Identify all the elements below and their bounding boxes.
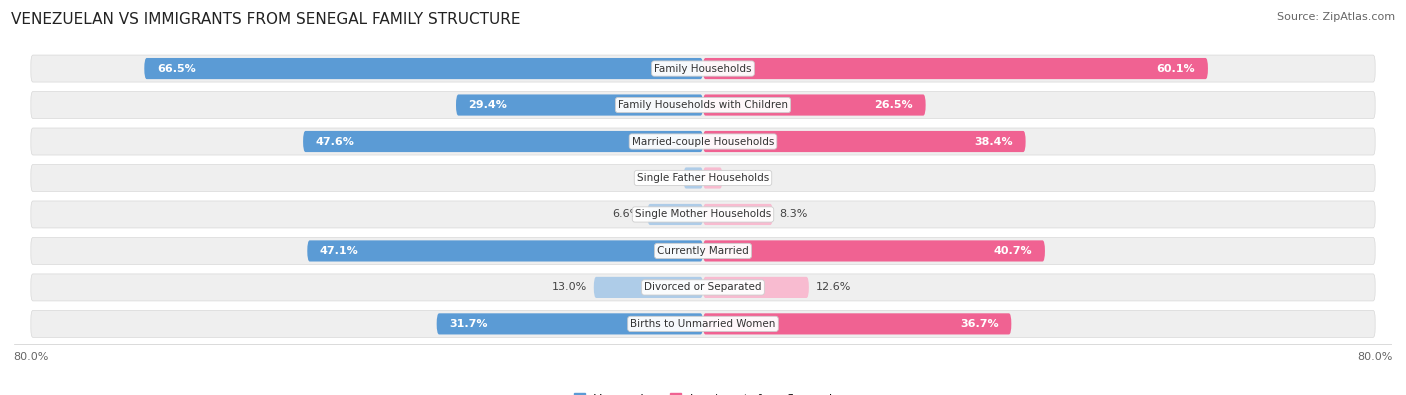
FancyBboxPatch shape (31, 310, 1375, 337)
FancyBboxPatch shape (703, 58, 1208, 79)
Text: 38.4%: 38.4% (974, 137, 1012, 147)
FancyBboxPatch shape (703, 167, 723, 188)
FancyBboxPatch shape (648, 204, 703, 225)
Text: Married-couple Households: Married-couple Households (631, 137, 775, 147)
FancyBboxPatch shape (703, 241, 1045, 261)
FancyBboxPatch shape (437, 313, 703, 335)
Text: 26.5%: 26.5% (875, 100, 912, 110)
Text: 13.0%: 13.0% (551, 282, 588, 292)
FancyBboxPatch shape (683, 167, 703, 188)
Text: 47.6%: 47.6% (316, 137, 354, 147)
Text: 12.6%: 12.6% (815, 282, 851, 292)
Text: 36.7%: 36.7% (960, 319, 998, 329)
FancyBboxPatch shape (31, 237, 1375, 264)
FancyBboxPatch shape (304, 131, 703, 152)
Text: 29.4%: 29.4% (468, 100, 508, 110)
Text: Currently Married: Currently Married (657, 246, 749, 256)
Text: 31.7%: 31.7% (450, 319, 488, 329)
Text: Births to Unmarried Women: Births to Unmarried Women (630, 319, 776, 329)
FancyBboxPatch shape (31, 92, 1375, 118)
FancyBboxPatch shape (31, 128, 1375, 155)
FancyBboxPatch shape (703, 204, 773, 225)
Text: Family Households: Family Households (654, 64, 752, 73)
Text: Divorced or Separated: Divorced or Separated (644, 282, 762, 292)
Text: VENEZUELAN VS IMMIGRANTS FROM SENEGAL FAMILY STRUCTURE: VENEZUELAN VS IMMIGRANTS FROM SENEGAL FA… (11, 12, 520, 27)
FancyBboxPatch shape (456, 94, 703, 116)
Text: Single Mother Households: Single Mother Households (636, 209, 770, 220)
FancyBboxPatch shape (145, 58, 703, 79)
Text: 2.3%: 2.3% (648, 173, 676, 183)
Text: 66.5%: 66.5% (157, 64, 195, 73)
FancyBboxPatch shape (31, 201, 1375, 228)
Text: 60.1%: 60.1% (1157, 64, 1195, 73)
FancyBboxPatch shape (31, 274, 1375, 301)
FancyBboxPatch shape (703, 277, 808, 298)
FancyBboxPatch shape (31, 55, 1375, 82)
Text: 8.3%: 8.3% (779, 209, 808, 220)
Text: Source: ZipAtlas.com: Source: ZipAtlas.com (1277, 12, 1395, 22)
Text: 6.6%: 6.6% (613, 209, 641, 220)
Text: 47.1%: 47.1% (321, 246, 359, 256)
FancyBboxPatch shape (593, 277, 703, 298)
Text: Family Households with Children: Family Households with Children (619, 100, 787, 110)
Text: 40.7%: 40.7% (994, 246, 1032, 256)
Text: Single Father Households: Single Father Households (637, 173, 769, 183)
Text: 2.3%: 2.3% (730, 173, 758, 183)
FancyBboxPatch shape (703, 313, 1011, 335)
Legend: Venezuelan, Immigrants from Senegal: Venezuelan, Immigrants from Senegal (569, 389, 837, 395)
FancyBboxPatch shape (31, 164, 1375, 192)
FancyBboxPatch shape (703, 131, 1025, 152)
FancyBboxPatch shape (308, 241, 703, 261)
FancyBboxPatch shape (703, 94, 925, 116)
